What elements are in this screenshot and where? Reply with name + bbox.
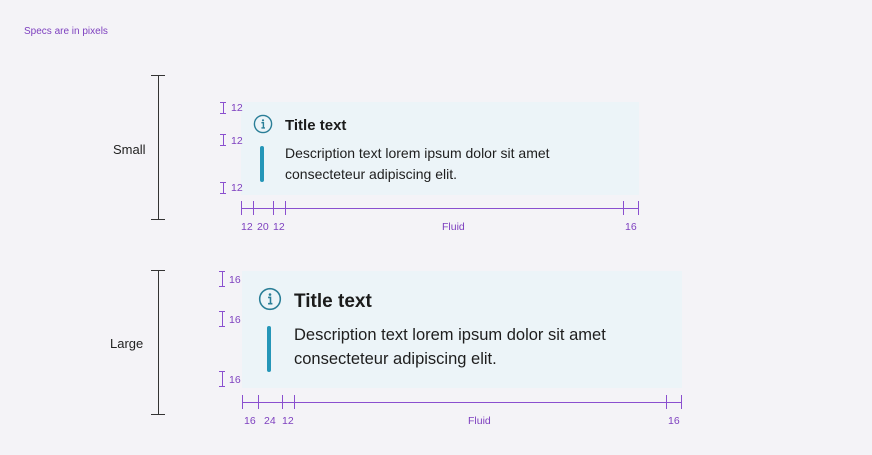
spec-tick [258, 395, 259, 409]
card-title: Title text [285, 117, 347, 134]
size-label-large: Large [110, 336, 144, 351]
height-bracket-bottom [151, 414, 165, 415]
title-gap-value: 16 [229, 314, 241, 326]
spec-tick [242, 395, 243, 409]
padding-marker [219, 271, 225, 287]
info-icon [253, 114, 273, 134]
height-bracket [158, 75, 159, 220]
padding-marker [220, 182, 226, 194]
spec-tick [285, 201, 286, 215]
spec-right-padding: 16 [625, 221, 637, 233]
padding-marker [220, 102, 226, 114]
width-spec-line [241, 208, 639, 209]
spec-tick [253, 201, 254, 215]
spec-tick [282, 395, 283, 409]
spec-icon-width: 20 [257, 221, 269, 233]
card-description: Description text lorem ipsum dolor sit a… [285, 143, 550, 185]
notification-card-large: Title text Description text lorem ipsum … [242, 271, 682, 388]
spec-fluid: Fluid [442, 221, 465, 233]
width-spec-line [242, 402, 682, 403]
spec-fluid: Fluid [468, 415, 491, 427]
height-bracket-bottom [151, 219, 165, 220]
description-line-2: consecteteur adipiscing elit. [285, 166, 457, 182]
spec-tick [666, 395, 667, 409]
padding-marker [220, 134, 226, 146]
card-description: Description text lorem ipsum dolor sit a… [294, 323, 606, 371]
accent-bar [267, 326, 271, 372]
spec-left-padding: 16 [244, 415, 256, 427]
spec-right-padding: 16 [668, 415, 680, 427]
spec-icon-gap: 12 [282, 415, 294, 427]
padding-value-top: 16 [229, 274, 241, 286]
info-icon [258, 287, 282, 311]
specs-note: Specs are in pixels [24, 26, 108, 37]
accent-bar [260, 146, 264, 182]
padding-value-bottom: 16 [229, 374, 241, 386]
spec-tick [638, 201, 639, 215]
padding-value-top: 12 [231, 102, 243, 114]
padding-marker [219, 311, 225, 327]
size-label-small: Small [113, 142, 146, 157]
height-bracket [158, 270, 159, 415]
spec-icon-width: 24 [264, 415, 276, 427]
spec-left-padding: 12 [241, 221, 253, 233]
spec-tick [623, 201, 624, 215]
spec-tick [241, 201, 242, 215]
padding-marker [219, 371, 225, 387]
spec-tick [294, 395, 295, 409]
spec-tick [273, 201, 274, 215]
description-line-1: Description text lorem ipsum dolor sit a… [294, 326, 606, 344]
description-line-2: consecteteur adipiscing elit. [294, 350, 497, 368]
card-title: Title text [294, 291, 372, 312]
spec-tick [681, 395, 682, 409]
description-line-1: Description text lorem ipsum dolor sit a… [285, 145, 550, 161]
padding-value-bottom: 12 [231, 182, 243, 194]
title-gap-value: 12 [231, 135, 243, 147]
notification-card-small: Title text Description text lorem ipsum … [241, 102, 639, 195]
spec-icon-gap: 12 [273, 221, 285, 233]
